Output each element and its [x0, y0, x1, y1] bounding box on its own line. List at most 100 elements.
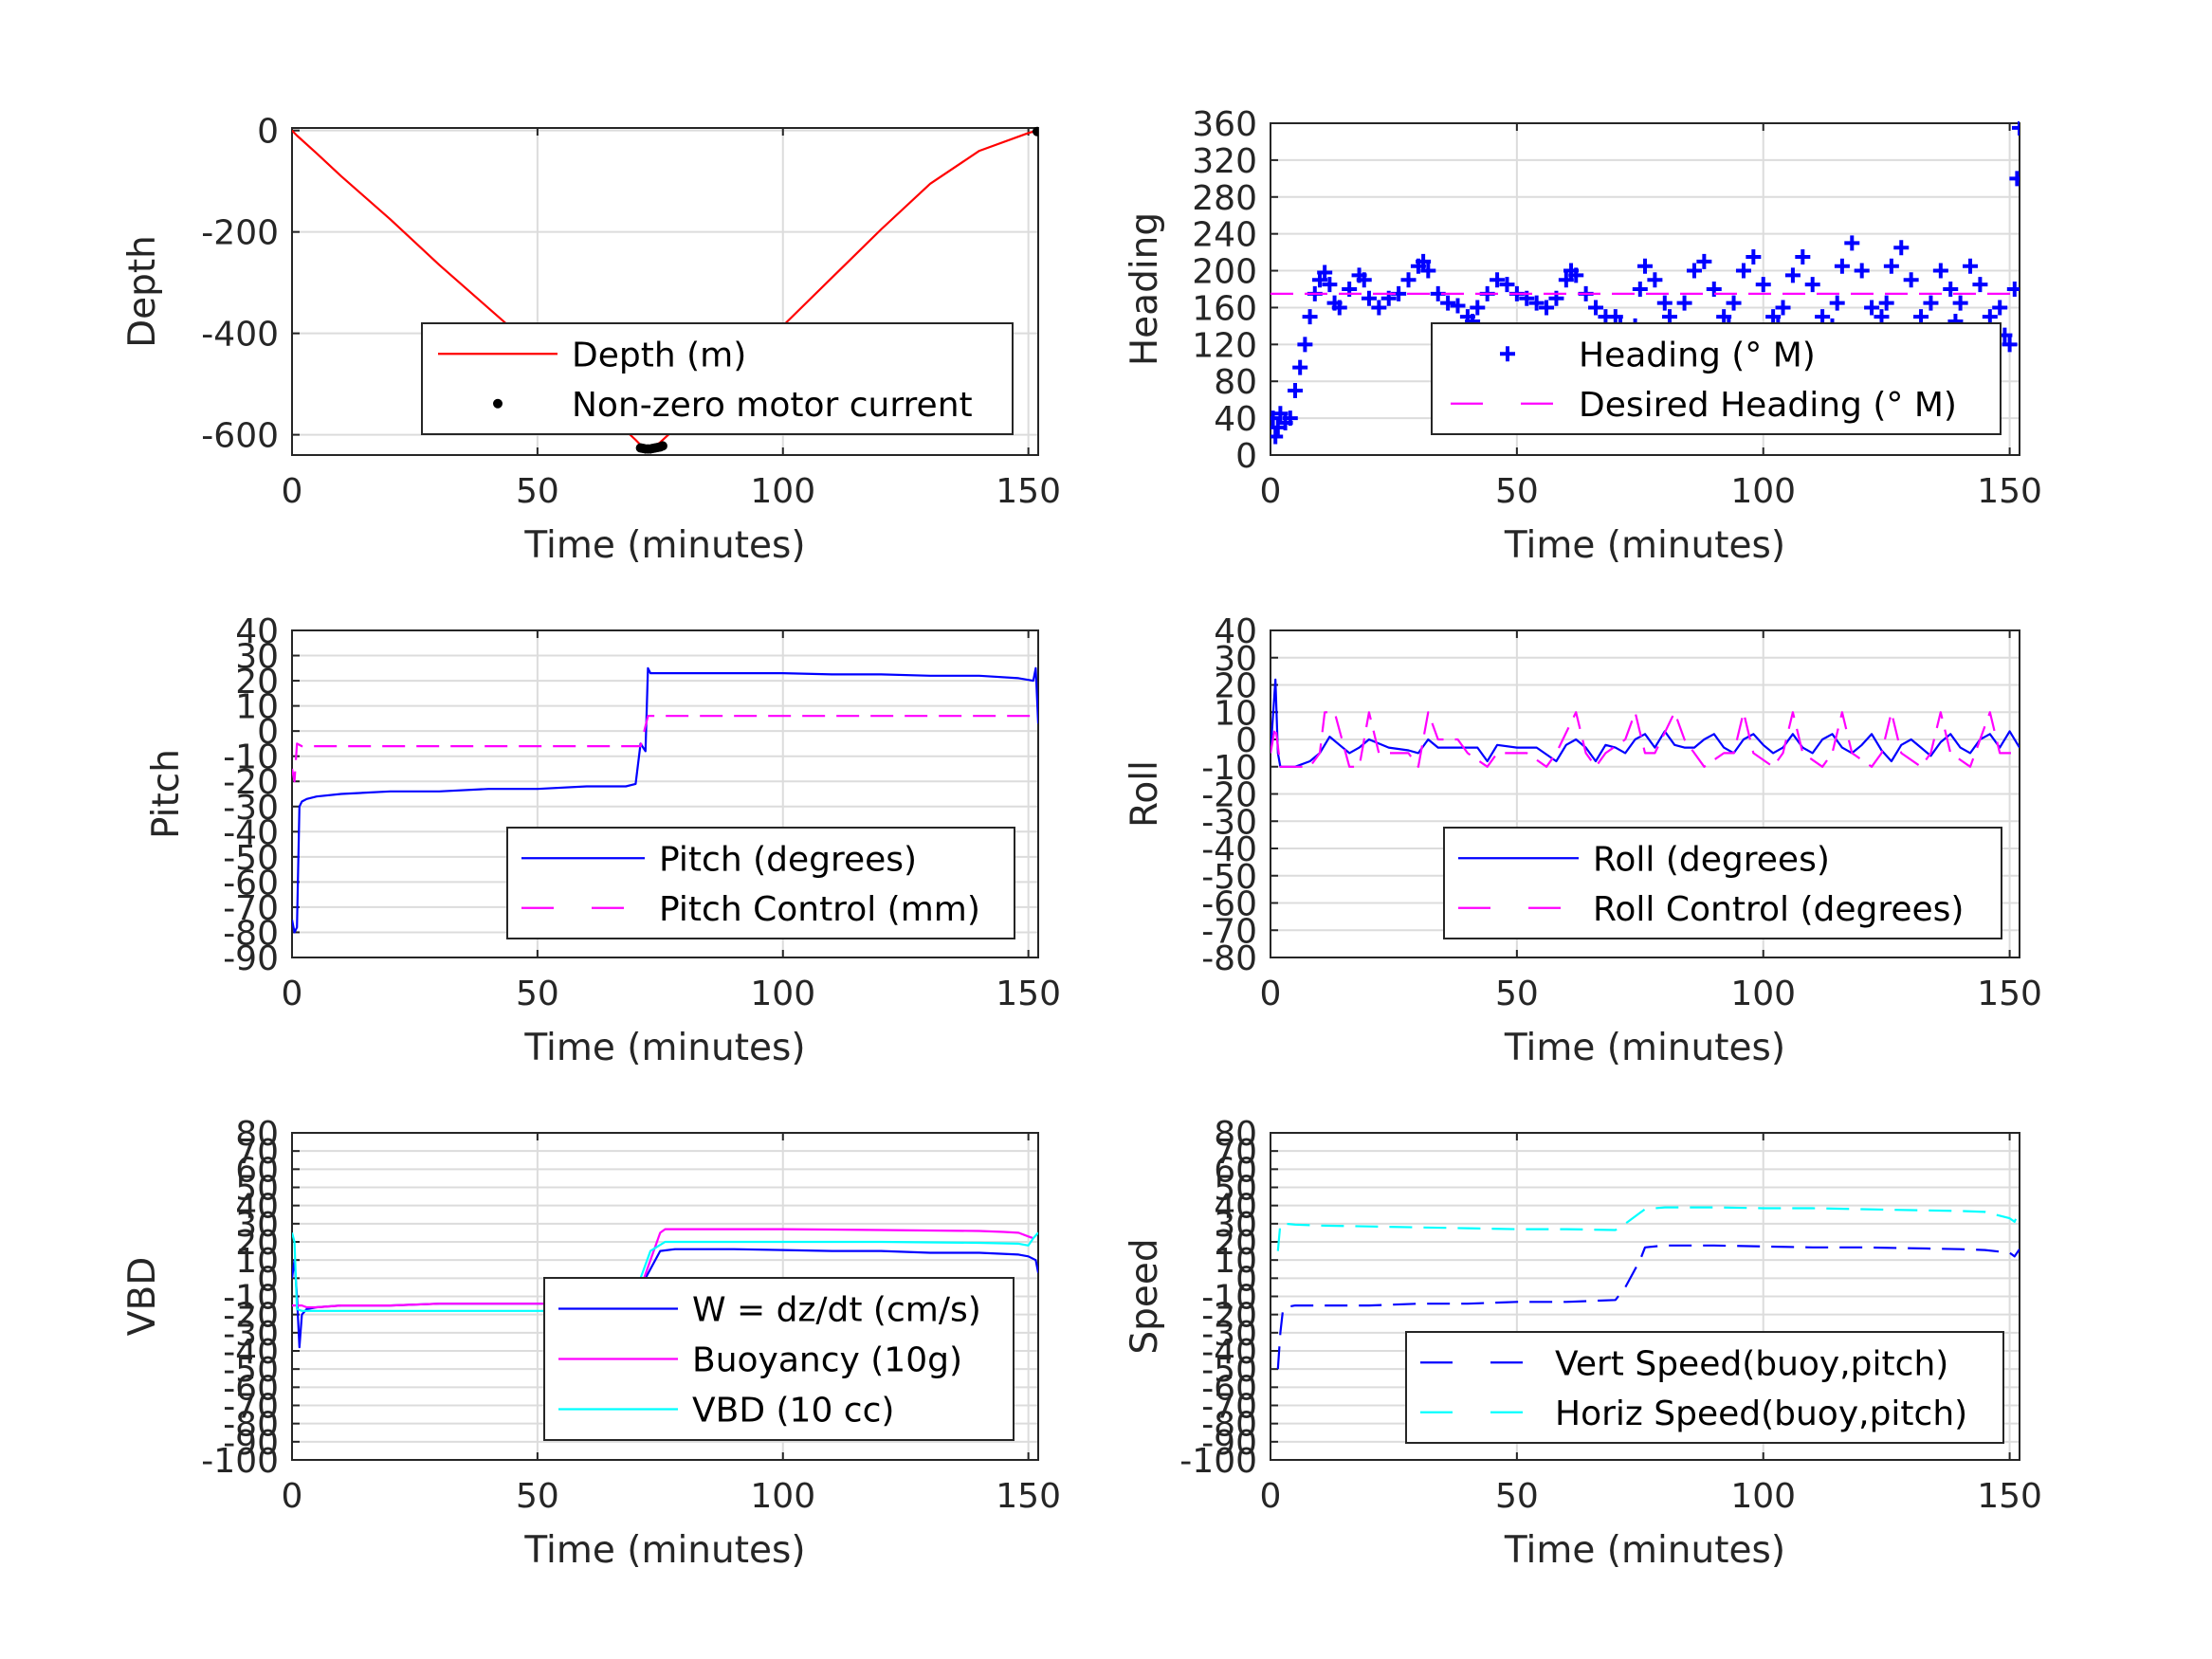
y-tick-label: -10: [1201, 749, 1257, 788]
y-tick-label: -600: [201, 417, 279, 456]
data-point: [1893, 240, 1910, 256]
y-tick-label: -80: [223, 914, 279, 953]
legend-label: Heading (° M): [1579, 336, 1816, 374]
x-tick-label: 150: [1977, 975, 2042, 1013]
y-tick-label: -80: [223, 1406, 279, 1445]
y-tick-label: -400: [201, 316, 279, 355]
x-tick-label: 150: [1977, 472, 2042, 511]
data-point: [1356, 272, 1372, 288]
y-tick-label: 0: [1235, 721, 1257, 760]
data-point: [1607, 309, 1623, 325]
y-tick-label: -90: [223, 939, 279, 978]
y-tick-label: 40: [1214, 400, 1257, 439]
data-point: [1317, 264, 1333, 281]
legend-label: Pitch (degrees): [659, 840, 917, 879]
data-point: [1982, 309, 1998, 325]
y-tick-label: 0: [257, 113, 279, 152]
data-point: [1292, 359, 1308, 375]
legend-label: Roll (degrees): [1593, 840, 1830, 879]
y-tick-label: 40: [1214, 1188, 1257, 1227]
y-tick-label: 240: [1192, 216, 1257, 255]
y-axis-label: Pitch: [145, 749, 188, 839]
data-point: [1815, 309, 1831, 325]
y-tick-label: -60: [223, 1369, 279, 1408]
data-point: [1972, 277, 1988, 293]
y-tick-label: -80: [1201, 1406, 1257, 1445]
data-point: [1874, 309, 1890, 325]
y-tick-label: -90: [1201, 1424, 1257, 1463]
data-point: [1735, 263, 1751, 279]
y-tick-label: -10: [1201, 1279, 1257, 1318]
x-tick-label: 150: [996, 975, 1061, 1013]
y-tick-label: 160: [1192, 289, 1257, 328]
x-axis-label: Time (minutes): [1504, 1529, 1785, 1572]
data-point: [1746, 248, 1762, 264]
x-tick-label: 0: [1260, 975, 1282, 1013]
y-tick-label: -200: [201, 214, 279, 253]
y-tick-label: 40: [235, 612, 279, 651]
y-tick-label: 40: [1214, 612, 1257, 651]
data-point: [1331, 300, 1347, 316]
y-tick-label: 0: [1235, 437, 1257, 476]
data-point: [1834, 258, 1850, 274]
data-point: [1854, 263, 1870, 279]
data-point: [1647, 272, 1663, 288]
legend-label: Desired Heading (° M): [1579, 386, 1957, 425]
x-axis-label: Time (minutes): [523, 1027, 805, 1069]
data-point: [657, 441, 667, 451]
y-tick-label: 50: [235, 1170, 279, 1209]
y-tick-label: -20: [1201, 1297, 1257, 1336]
series-group: [1271, 678, 2020, 768]
y-tick-label: 200: [1192, 253, 1257, 292]
x-axis-label: Time (minutes): [1504, 524, 1785, 567]
x-tick-label: 50: [516, 975, 559, 1013]
data-point: [1755, 277, 1771, 293]
y-tick-label: 70: [235, 1133, 279, 1172]
series-group: [1271, 121, 2020, 445]
data-point: [1539, 300, 1555, 316]
data-point: [1287, 382, 1303, 398]
y-tick-label: -20: [223, 1297, 279, 1336]
x-axis-label: Time (minutes): [1504, 1027, 1785, 1069]
legend-label: Vert Speed(buoy,pitch): [1555, 1344, 1948, 1383]
y-axis-label: VBD: [121, 1257, 164, 1336]
y-tick-label: -20: [1201, 776, 1257, 815]
y-tick-label: -40: [1201, 830, 1257, 869]
data-point: [1588, 300, 1604, 316]
legend-label: W = dz/dt (cm/s): [692, 1291, 981, 1330]
y-tick-label: -50: [1201, 858, 1257, 897]
y-tick-label: 60: [235, 1151, 279, 1190]
data-point: [1656, 295, 1673, 311]
x-tick-label: 100: [750, 472, 815, 511]
series-line-vert-speed-buoy-pitch: [1276, 1244, 2020, 1370]
data-point: [1923, 295, 1939, 311]
y-tick-label: 20: [1214, 1224, 1257, 1263]
series-group: [292, 666, 1038, 934]
data-point: [1992, 300, 2008, 316]
data-point: [1416, 253, 1432, 269]
legend-label: Depth (m): [572, 336, 746, 374]
data-point: [1371, 300, 1387, 316]
data-point: [1440, 295, 1456, 311]
x-tick-label: 50: [516, 1477, 559, 1516]
data-point: [1864, 300, 1880, 316]
y-tick-label: -40: [223, 1333, 279, 1372]
y-tick-label: 360: [1192, 105, 1257, 144]
x-tick-label: 0: [282, 472, 303, 511]
y-tick-label: 10: [1214, 694, 1257, 733]
data-point: [1804, 277, 1820, 293]
series-line-roll-control-degrees: [1271, 711, 2020, 768]
data-point: [1490, 272, 1506, 288]
data-point: [1963, 258, 1979, 274]
y-tick-label: 10: [235, 1242, 279, 1281]
x-axis-label: Time (minutes): [523, 524, 805, 567]
y-tick-label: -40: [223, 813, 279, 852]
y-tick-label: -30: [1201, 1315, 1257, 1354]
data-point: [1844, 235, 1860, 251]
legend-box: [1443, 827, 2002, 939]
y-tick-label: 30: [1214, 1206, 1257, 1245]
y-tick-label: -60: [1201, 885, 1257, 924]
data-point: [1706, 282, 1722, 297]
subplot-depth: 0 50 100 150 0 -200 -400 -600 Time (minutes) Dept…: [121, 113, 1061, 567]
